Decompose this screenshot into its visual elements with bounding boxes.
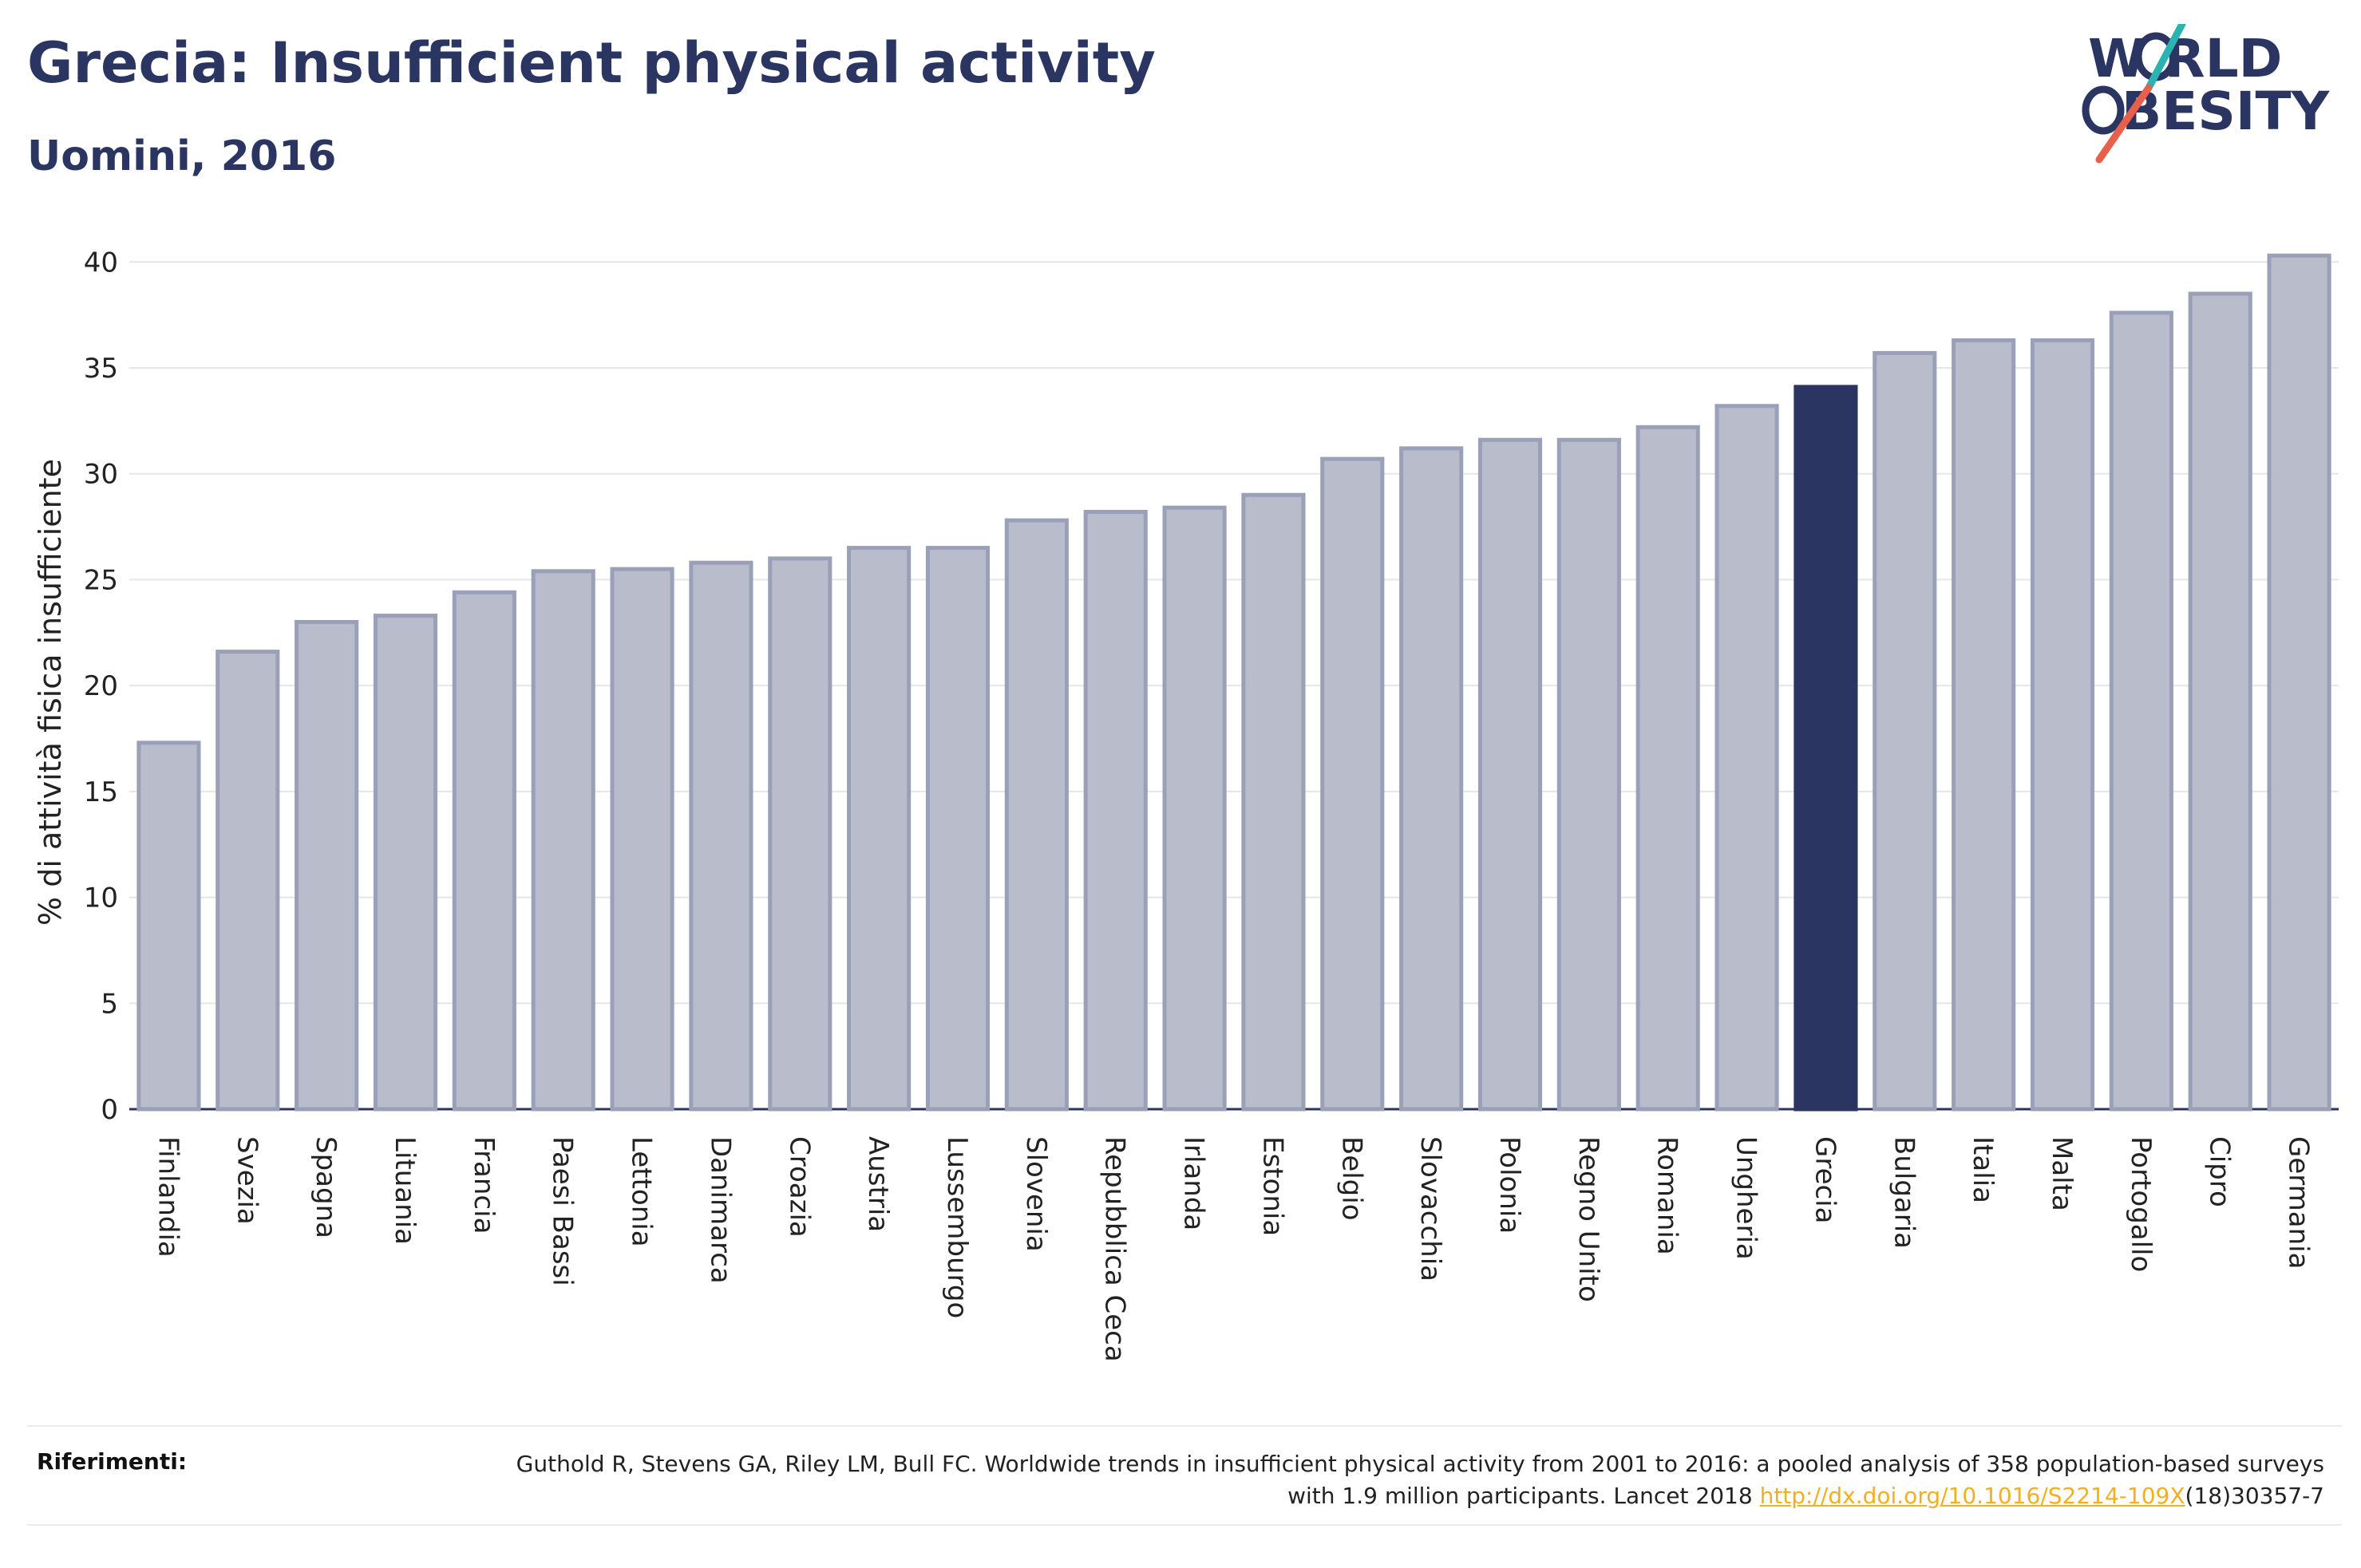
bar-regno-unito	[1556, 437, 1621, 1112]
chart-title: Grecia: Insufficient physical activity	[27, 30, 1156, 96]
x-tick-label: Estonia	[1256, 1136, 1288, 1236]
logo-slash-red	[2095, 84, 2153, 164]
bar-estonia	[1241, 492, 1306, 1112]
bar-ungheria	[1714, 404, 1779, 1112]
logo-line1: W RLD	[2088, 28, 2282, 89]
bar-lussemburgo	[925, 546, 991, 1112]
bar-slovenia	[1004, 518, 1069, 1112]
x-tick-label: Lussemburgo	[941, 1136, 973, 1318]
bar-austria	[847, 546, 912, 1112]
bar-grecia	[1793, 385, 1858, 1112]
x-tick-label: Spagna	[310, 1136, 342, 1238]
x-tick-label: Italia	[1967, 1136, 1999, 1203]
bar-bulgaria	[1873, 350, 1937, 1112]
x-tick-label: Danimarca	[704, 1136, 736, 1284]
y-axis-label: % di attività fisica insufficiente	[33, 459, 68, 926]
bar-irlanda	[1162, 505, 1227, 1112]
x-tick-label: Svezia	[231, 1136, 263, 1225]
x-tick-label: Grecia	[1809, 1136, 1841, 1223]
world-obesity-logo: W RLD BESITY	[2082, 24, 2331, 164]
y-axis-ticks: 0 5 10 15 20 25 30 35 40	[84, 247, 118, 1126]
divider-top	[27, 1425, 2342, 1427]
bar-repubblica-ceca	[1083, 509, 1148, 1112]
x-tick-label: Polonia	[1493, 1136, 1525, 1234]
chart-subtitle: Uomini, 2016	[27, 132, 337, 180]
references-doi-link[interactable]: http://dx.doi.org/10.1016/S2214-109X	[1759, 1483, 2185, 1509]
bar-svezia	[216, 650, 280, 1112]
bar-lettonia	[610, 567, 674, 1112]
x-tick-label: Cipro	[2204, 1136, 2236, 1207]
references-label: Riferimenti:	[37, 1448, 188, 1475]
x-tick-label: Croazia	[783, 1136, 815, 1238]
x-tick-label: Lituania	[389, 1136, 421, 1245]
y-tick-label: 0	[101, 1094, 118, 1126]
x-tick-label: Irlanda	[1178, 1136, 1210, 1230]
x-tick-label: Lettonia	[626, 1136, 658, 1247]
bars	[136, 253, 2331, 1112]
y-tick-label: 25	[84, 564, 118, 596]
x-tick-label: Slovenia	[1020, 1136, 1052, 1252]
x-tick-label: Portogallo	[2125, 1136, 2157, 1272]
logo-slash-teal	[2145, 24, 2186, 92]
bar-danimarca	[689, 560, 753, 1112]
bar-finlandia	[136, 741, 201, 1112]
divider-bottom	[27, 1524, 2342, 1526]
y-tick-label: 40	[84, 247, 118, 278]
references-citation: Guthold R, Stevens GA, Riley LM, Bull FC…	[516, 1451, 2324, 1509]
bar-spagna	[295, 620, 359, 1112]
x-tick-label: Ungheria	[1730, 1136, 1762, 1260]
x-tick-label: Finlandia	[152, 1136, 184, 1258]
x-tick-label: Malta	[2046, 1136, 2078, 1211]
y-tick-label: 30	[84, 459, 118, 491]
y-tick-label: 15	[84, 776, 118, 808]
x-tick-label: Bulgaria	[1888, 1136, 1920, 1249]
references-text: Guthold R, Stevens GA, Riley LM, Bull FC…	[488, 1448, 2324, 1512]
x-tick-label: Paesi Bassi	[547, 1136, 579, 1286]
bar-malta	[2030, 338, 2095, 1112]
bar-francia	[452, 590, 516, 1112]
x-tick-label: Slovacchia	[1414, 1136, 1446, 1282]
x-tick-label: Belgio	[1335, 1136, 1367, 1221]
x-tick-label: Francia	[468, 1136, 500, 1234]
y-tick-label: 35	[84, 353, 118, 385]
bar-italia	[1952, 338, 2016, 1112]
x-tick-label: Germania	[2283, 1136, 2315, 1269]
x-tick-label: Regno Unito	[1572, 1136, 1604, 1302]
logo-ring-bottom	[2082, 85, 2125, 135]
bar-croazia	[768, 556, 832, 1112]
bar-romania	[1635, 425, 1700, 1112]
bar-paesi-bassi	[531, 569, 595, 1112]
bar-slovacchia	[1399, 446, 1464, 1112]
bar-cipro	[2188, 291, 2252, 1112]
bar-lituania	[373, 614, 438, 1112]
bar-portogallo	[2109, 310, 2173, 1112]
x-tick-label: Repubblica Ceca	[1099, 1136, 1131, 1362]
bar-chart: 0 5 10 15 20 25 30 35 40 Finlandia Svezia Spagna Li…	[33, 247, 2339, 1362]
y-tick-label: 5	[101, 988, 118, 1020]
x-tick-label: Romania	[1651, 1136, 1683, 1255]
x-axis-labels: Finlandia Svezia Spagna Lituania Francia Paes…	[152, 1136, 2314, 1362]
bar-polonia	[1477, 437, 1543, 1112]
bar-germania	[2267, 253, 2331, 1112]
y-tick-label: 20	[84, 670, 118, 702]
x-tick-label: Austria	[862, 1136, 894, 1232]
y-tick-label: 10	[84, 883, 118, 914]
references-citation-end: (18)30357-7	[2185, 1483, 2324, 1509]
logo-line2: BESITY	[2122, 81, 2331, 142]
bar-belgio	[1320, 456, 1385, 1112]
